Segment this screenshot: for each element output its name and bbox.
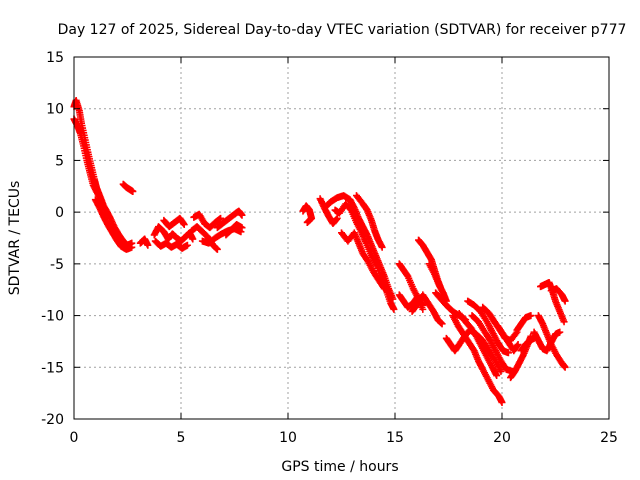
- data-track: [352, 192, 386, 251]
- y-tick-label: 10: [46, 102, 64, 118]
- ticks: 0 5 10 15 20 25 -20 -15 -10 -5 0 5 10 15: [41, 50, 618, 446]
- data-track: [299, 202, 316, 226]
- plot-frame: [73, 56, 610, 420]
- x-tick-label: 5: [177, 430, 186, 446]
- data-track: [534, 312, 569, 371]
- data-track: [494, 322, 522, 355]
- data-point: [561, 363, 569, 371]
- y-tick-label: 5: [55, 153, 64, 169]
- data-track: [119, 180, 137, 195]
- data-point: [129, 187, 137, 195]
- data-point: [560, 318, 568, 326]
- y-tick-label: -5: [50, 257, 64, 273]
- data-track: [70, 115, 136, 249]
- x-tick-label: 0: [70, 430, 79, 446]
- data-track: [468, 312, 517, 375]
- data-point: [527, 312, 535, 320]
- data-track: [338, 229, 388, 293]
- data-point: [419, 305, 427, 313]
- data-track: [455, 310, 501, 380]
- data-point: [379, 283, 387, 291]
- data-point: [498, 398, 506, 406]
- y-tick-label: -15: [41, 360, 64, 376]
- data-point: [183, 241, 191, 249]
- data-track: [449, 312, 506, 406]
- data-track: [190, 210, 225, 232]
- data-track: [91, 196, 136, 253]
- data-track: [547, 285, 569, 305]
- data-track: [464, 297, 512, 357]
- y-axis-label: SDTVAR / TECUs: [7, 181, 23, 296]
- data-track: [160, 214, 188, 231]
- data-point: [238, 224, 246, 232]
- y-tick-label: -20: [41, 412, 64, 428]
- data-track: [222, 221, 246, 239]
- data-point: [189, 235, 197, 243]
- data-track: [213, 207, 246, 232]
- data-point: [497, 367, 505, 375]
- chart-title: Day 127 of 2025, Sidereal Day-to-day VTE…: [58, 22, 627, 38]
- y-tick-label: 0: [55, 205, 64, 221]
- data-track: [151, 237, 191, 252]
- data-point: [213, 245, 221, 253]
- x-axis-label: GPS time / hours: [281, 459, 398, 475]
- data-track: [150, 223, 197, 245]
- data-point: [144, 241, 152, 249]
- data-point: [333, 214, 341, 222]
- y-tick-label: 15: [46, 50, 64, 66]
- y-tick-label: -10: [41, 309, 64, 325]
- data-point: [504, 349, 512, 357]
- data-track: [513, 312, 535, 334]
- data-point: [390, 305, 398, 313]
- data-point: [128, 243, 136, 251]
- x-tick-label: 20: [493, 430, 511, 446]
- data-point: [380, 285, 388, 293]
- data-point: [512, 329, 520, 337]
- data-points: [70, 96, 569, 406]
- data-track: [188, 223, 221, 253]
- data-track: [408, 291, 446, 328]
- data-point: [438, 320, 446, 328]
- data-point: [556, 328, 564, 336]
- data-track: [136, 235, 152, 249]
- data-point: [180, 221, 188, 229]
- data-track: [331, 200, 398, 313]
- x-tick-label: 15: [386, 430, 404, 446]
- data-point: [561, 297, 569, 305]
- x-tick-label: 10: [279, 430, 297, 446]
- data-point: [303, 218, 311, 226]
- data-point: [493, 372, 501, 380]
- x-tick-label: 25: [600, 430, 618, 446]
- data-point: [238, 211, 246, 219]
- data-point: [378, 243, 386, 251]
- data-point: [514, 341, 522, 349]
- data-point: [217, 214, 225, 222]
